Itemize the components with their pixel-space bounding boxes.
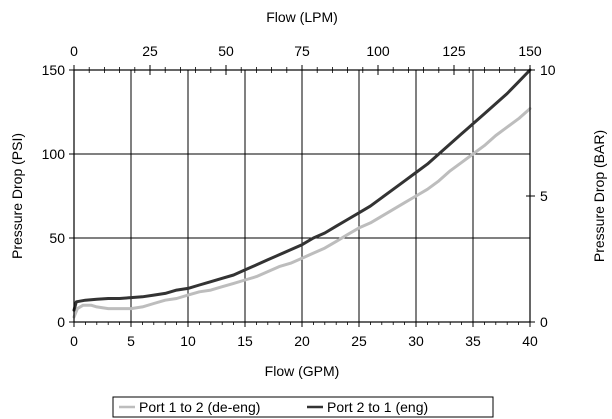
top-tick-label: 25 [142,43,158,59]
legend-box [112,396,494,418]
bottom-tick-label: 40 [522,333,538,349]
top-tick-label: 50 [218,43,234,59]
legend-label-port-2-to-1: Port 2 to 1 (eng) [327,399,428,415]
right-tick-label: 5 [540,188,548,204]
top-tick-label: 0 [70,43,78,59]
left-tick-label: 100 [42,146,66,162]
right-axis-title: Pressure Drop (BAR) [591,130,607,262]
right-tick-label: 10 [540,62,556,78]
bottom-tick-label: 5 [127,333,135,349]
bottom-tick-label: 35 [465,333,481,349]
bottom-tick-label: 15 [237,333,253,349]
series-line-port-1-to-2-de-eng [72,107,532,319]
top-tick-label: 125 [442,43,466,59]
bottom-tick-label: 0 [70,333,78,349]
bottom-tick-label: 10 [180,333,196,349]
series-line-port-2-to-1-eng [72,68,532,312]
left-tick-label: 50 [49,230,65,246]
left-axis-title: Pressure Drop (PSI) [9,133,25,259]
bottom-tick-label: 20 [294,333,310,349]
right-tick-label: 0 [540,314,548,330]
legend: Port 1 to 2 (de-eng) Port 2 to 1 (eng) [112,396,494,418]
top-tick-label: 150 [518,43,542,59]
left-tick-label: 150 [42,62,66,78]
grid-lines [74,70,530,322]
bottom-tick-label: 25 [351,333,367,349]
top-tick-label: 100 [366,43,390,59]
left-tick-label: 0 [57,314,65,330]
series-lines [72,68,532,319]
bottom-tick-label: 30 [408,333,424,349]
legend-label-port-1-to-2: Port 1 to 2 (de-eng) [139,399,260,415]
axis-ticks [69,65,535,327]
top-axis-title: Flow (LPM) [266,9,338,25]
bottom-axis-title: Flow (GPM) [265,363,340,379]
top-tick-label: 75 [294,43,310,59]
tick-labels: 0 5 10 15 20 25 30 35 400 25 50 75 100 125 15005010015… [42,43,556,349]
